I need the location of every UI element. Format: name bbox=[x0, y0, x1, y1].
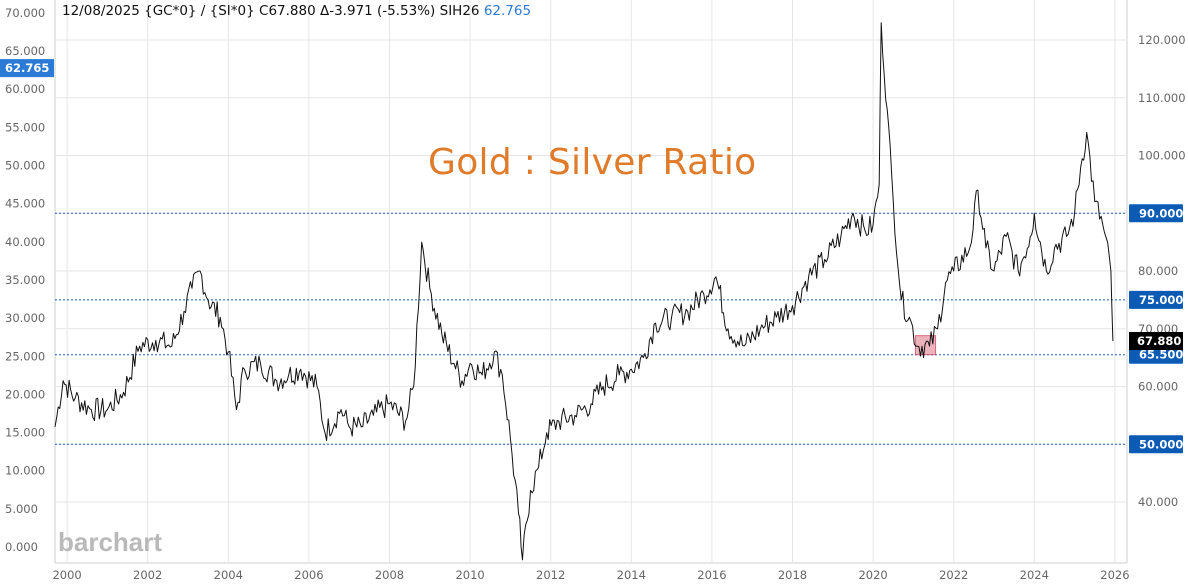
barchart-logo: barchart bbox=[58, 527, 162, 557]
left-tick-label: 15.000 bbox=[5, 426, 45, 440]
header-date: 12/08/2025 bbox=[62, 3, 140, 19]
x-tick-label: 2020 bbox=[858, 568, 887, 582]
left-tick-label: 30.000 bbox=[5, 311, 45, 325]
left-current-badge bbox=[0, 59, 54, 78]
header-change: Δ-3.971 (-5.53%) bbox=[319, 3, 436, 19]
grid bbox=[54, 0, 1128, 564]
right-tick-label: 80.000 bbox=[1138, 264, 1178, 278]
left-tick-label: 35.000 bbox=[5, 273, 45, 287]
x-tick-label: 2022 bbox=[939, 568, 968, 582]
level-badge-label: 50.000 bbox=[1139, 437, 1183, 451]
right-tick-label: 100.000 bbox=[1138, 149, 1186, 163]
level-badge bbox=[1129, 204, 1183, 223]
level-badge-label: 90.000 bbox=[1139, 206, 1183, 220]
level-badge bbox=[1129, 290, 1183, 309]
right-tick-label: 40.000 bbox=[1138, 495, 1178, 509]
left-tick-label: 5.000 bbox=[5, 502, 38, 516]
chart-header: 12/08/2025 {GC*0} / {SI*0} C67.880 Δ-3.9… bbox=[62, 3, 531, 19]
left-current-label: 62.765 bbox=[5, 61, 49, 75]
x-tick-label: 2004 bbox=[214, 568, 243, 582]
x-tick-label: 2026 bbox=[1100, 568, 1129, 582]
x-tick-label: 2006 bbox=[294, 568, 323, 582]
gold-silver-ratio-line bbox=[54, 22, 1114, 561]
left-tick-label: 10.000 bbox=[5, 464, 45, 478]
chart-title: Gold : Silver Ratio bbox=[428, 142, 757, 183]
x-tick-label: 2002 bbox=[133, 568, 162, 582]
left-tick-label: 50.000 bbox=[5, 159, 45, 173]
level-badge bbox=[1129, 435, 1183, 454]
x-axis: 2000 2002 2004 2006 2008 2010 2012 2014 2016 2018… bbox=[52, 568, 1129, 582]
x-tick-label: 2014 bbox=[617, 568, 646, 582]
level-badge-label: 65.500 bbox=[1139, 348, 1183, 362]
left-tick-label: 70.000 bbox=[5, 6, 45, 20]
right-tick-label: 110.000 bbox=[1138, 91, 1186, 105]
x-tick-label: 2012 bbox=[536, 568, 565, 582]
x-tick-label: 2000 bbox=[52, 568, 81, 582]
x-tick-label: 2018 bbox=[778, 568, 807, 582]
level-lines bbox=[55, 212, 1127, 445]
left-axis: 0.000 5.000 10.000 15.000 20.000 25.000 30.000… bbox=[5, 6, 45, 554]
x-tick-label: 2016 bbox=[697, 568, 726, 582]
x-tick-label: 2008 bbox=[375, 568, 404, 582]
level-badge-label: 75.000 bbox=[1139, 293, 1183, 307]
header-second-symbol: SIH26 bbox=[439, 3, 480, 19]
left-tick-label: 20.000 bbox=[5, 387, 45, 401]
left-tick-label: 55.000 bbox=[5, 120, 45, 134]
left-tick-label: 65.000 bbox=[5, 44, 45, 58]
left-tick-label: 25.000 bbox=[5, 349, 45, 363]
left-tick-label: 60.000 bbox=[5, 82, 45, 96]
series-line bbox=[54, 22, 1114, 561]
left-tick-label: 45.000 bbox=[5, 197, 45, 211]
left-tick-label: 40.000 bbox=[5, 235, 45, 249]
right-tick-label: 60.000 bbox=[1138, 380, 1178, 394]
axis-badges: 90.000 75.000 65.500 50.000 67.880 62.765 bbox=[0, 59, 1183, 454]
level-badge bbox=[1129, 345, 1183, 364]
header-close: C67.880 bbox=[259, 3, 316, 19]
right-tick-label: 120.000 bbox=[1138, 33, 1186, 47]
header-second-value: 62.765 bbox=[483, 3, 532, 19]
x-tick-label: 2010 bbox=[455, 568, 484, 582]
header-symbols: {GC*0} / {SI*0} bbox=[144, 3, 255, 19]
x-tick-label: 2024 bbox=[1020, 568, 1049, 582]
left-tick-label: 0.000 bbox=[5, 540, 38, 554]
current-value-label: 67.880 bbox=[1137, 334, 1181, 348]
current-value-badge bbox=[1129, 331, 1183, 350]
